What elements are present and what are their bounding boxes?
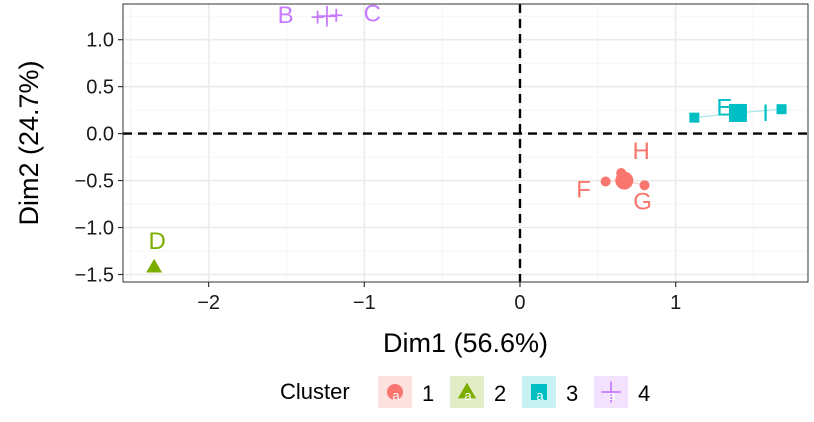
- point-c: [330, 8, 343, 22]
- legend-key-letter: a: [536, 388, 544, 403]
- point-label-h: H: [633, 138, 650, 165]
- legend-triangle-icon: [457, 382, 477, 399]
- y-tick-label: −1.5: [75, 264, 114, 286]
- point-label-c: C: [364, 0, 381, 27]
- y-axis-title: Dim2 (24.7%): [14, 60, 44, 225]
- legend-label-3: 3: [566, 381, 578, 406]
- plot-border: [122, 3, 809, 283]
- point-labels: F GH D E I B C: [148, 0, 768, 255]
- y-tick-label: 0.0: [86, 124, 114, 146]
- point-f: [600, 176, 611, 187]
- legend-key-letter: a: [608, 388, 616, 403]
- centroid-cluster-1: [615, 171, 634, 190]
- point-label-d: D: [148, 228, 165, 255]
- y-tick-label: −0.5: [75, 171, 114, 193]
- legend-title: Cluster: [280, 379, 350, 404]
- point-e: [689, 112, 700, 123]
- y-tick-label: 0.5: [86, 77, 114, 99]
- legend-square-icon: [531, 384, 547, 400]
- centroid-cluster-3: [728, 103, 747, 122]
- point-d: [146, 258, 163, 273]
- y-tick-label: 1.0: [86, 30, 114, 52]
- x-axis: −2 −1 0 1: [197, 282, 681, 314]
- data-points: [146, 5, 787, 273]
- x-tick-label: −1: [353, 292, 376, 314]
- legend-label-1: 1: [422, 381, 434, 406]
- legend-key-letter: a: [392, 388, 400, 403]
- point-label-g: G: [633, 188, 652, 215]
- y-tick-label: −1.0: [75, 218, 114, 240]
- y-axis: −1.5 −1.0 −0.5 0.0 0.5 1.0: [75, 30, 123, 286]
- point-b: [311, 10, 324, 24]
- legend-circle-icon: [387, 384, 403, 400]
- point-label-b: B: [278, 2, 294, 29]
- legend-cross-icon: [601, 381, 621, 403]
- point-label-i: I: [762, 100, 769, 127]
- legend-key-letter: a: [464, 388, 472, 403]
- legend-label-2: 2: [494, 381, 506, 406]
- x-tick-label: 0: [514, 292, 525, 314]
- plot-panel: [123, 4, 808, 282]
- point-label-e: E: [716, 95, 732, 122]
- x-tick-label: −2: [197, 292, 220, 314]
- legend-label-4: 4: [638, 381, 650, 406]
- point-label-f: F: [576, 177, 591, 204]
- x-tick-label: 1: [670, 292, 681, 314]
- reference-lines: [123, 4, 808, 282]
- point-g: [639, 180, 650, 191]
- point-i: [776, 104, 787, 115]
- x-axis-title: Dim1 (56.6%): [383, 328, 548, 358]
- centroid-cluster-4: [317, 5, 337, 27]
